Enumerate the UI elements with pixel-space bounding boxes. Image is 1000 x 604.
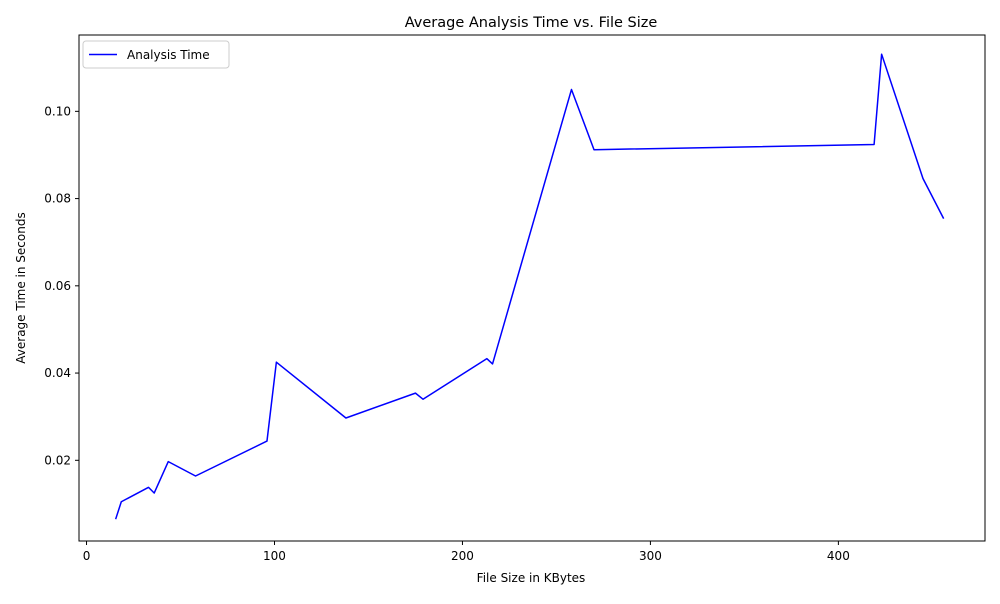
x-tick-label: 400: [827, 549, 850, 563]
legend-label-analysis-time: Analysis Time: [127, 48, 210, 62]
y-tick-label: 0.02: [44, 453, 71, 467]
x-axis-ticks: 0 100 200 300 400: [83, 541, 850, 563]
y-axis-ticks: 0.02 0.04 0.06 0.08 0.10: [44, 104, 79, 467]
plot-area: [78, 34, 986, 542]
x-tick-label: 200: [451, 549, 474, 563]
x-tick-label: 100: [263, 549, 286, 563]
y-tick-label: 0.08: [44, 192, 71, 206]
y-tick-label: 0.06: [44, 279, 71, 293]
x-tick-label: 300: [639, 549, 662, 563]
y-tick-label: 0.10: [44, 104, 71, 118]
x-tick-label: 0: [83, 549, 91, 563]
y-axis-label: Average Time in Seconds: [14, 212, 28, 363]
y-tick-label: 0.04: [44, 366, 71, 380]
series-line-analysis-time: [114, 53, 945, 520]
series-layer: [114, 53, 945, 520]
x-axis-label: File Size in KBytes: [477, 571, 586, 585]
chart-title: Average Analysis Time vs. File Size: [405, 15, 658, 31]
legend: Analysis Time: [82, 40, 230, 69]
legend-box: [82, 40, 230, 69]
